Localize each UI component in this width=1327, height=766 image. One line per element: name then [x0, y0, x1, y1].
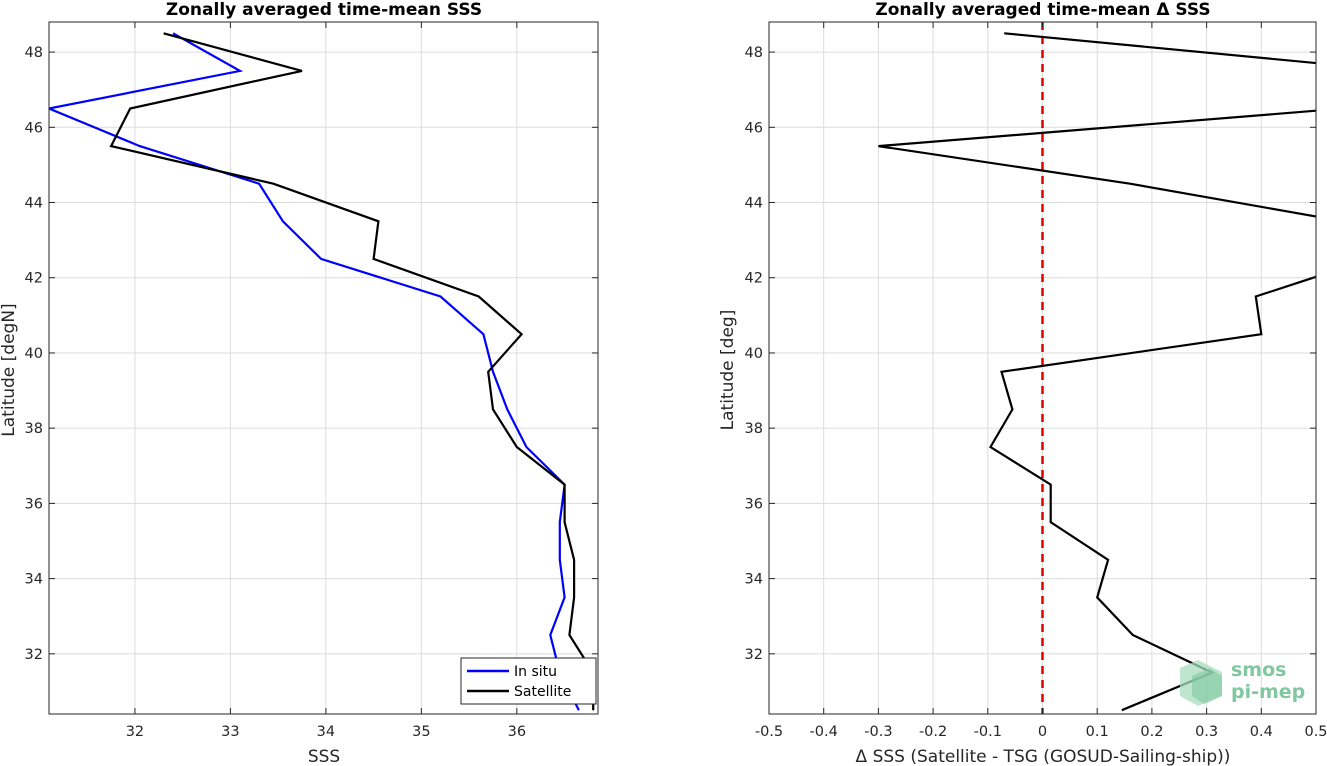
right-y-tick-label: 32: [745, 647, 763, 663]
left-x-tick-label: 32: [126, 724, 144, 740]
right-x-tick-label: -0.2: [919, 724, 947, 740]
right-x-tick-label: 0.5: [1304, 724, 1327, 740]
smos-pi-mep-logo: smos pi-mep: [1180, 659, 1305, 706]
logo-text-smos: smos: [1231, 659, 1286, 681]
right-y-tick-label: 36: [745, 496, 763, 512]
left-y-tick-label: 36: [25, 496, 43, 512]
left-chart-title: Zonally averaged time-mean SSS: [166, 0, 482, 20]
right-chart-title: Zonally averaged time-mean Δ SSS: [875, 0, 1210, 20]
legend: In situ Satellite: [460, 657, 597, 705]
left-x-axis-label: SSS: [308, 747, 340, 766]
logo-mark-inner: [1192, 668, 1222, 704]
right-x-axis-label: Δ SSS (Satellite - TSG (GOSUD-Sailing-sh…: [856, 747, 1231, 766]
right-y-axis-label: Latitude [deg]: [718, 310, 738, 431]
left-y-tick-label: 42: [25, 271, 43, 287]
right-y-tick-label: 40: [745, 346, 763, 362]
left-y-tick-label: 44: [25, 196, 43, 212]
legend-box: [460, 657, 597, 705]
left-series-line-in-situ: [49, 32, 580, 711]
left-x-tick-label: 33: [221, 724, 239, 740]
right-x-tick-label: -0.5: [755, 724, 783, 740]
left-y-tick-label: 48: [25, 45, 43, 61]
right-y-tick-label: 42: [745, 271, 763, 287]
right-y-tick-label: 34: [745, 572, 763, 588]
right-x-tick-label: -0.3: [864, 724, 892, 740]
right-x-tick-label: 0.4: [1250, 724, 1273, 740]
left-x-tick-label: 36: [508, 724, 526, 740]
left-y-tick-label: 38: [25, 421, 43, 437]
left-x-tick-label: 34: [317, 724, 335, 740]
left-y-axis-label: Latitude [degN]: [0, 303, 19, 436]
right-x-tick-label: -0.4: [810, 724, 838, 740]
right-panel: Zonally averaged time-mean Δ SSS Δ SSS (…: [718, 0, 1327, 766]
right-x-tick-label: 0.1: [1086, 724, 1109, 740]
right-y-tick-label: 44: [745, 196, 763, 212]
legend-label-satellite: Satellite: [514, 684, 571, 700]
right-y-tick-label: 38: [745, 421, 763, 437]
left-axes-box: [48, 21, 599, 715]
left-y-tick-label: 40: [25, 346, 43, 362]
right-y-tick-label: 48: [745, 45, 763, 61]
left-y-tick-label: 34: [25, 572, 43, 588]
right-x-tick-label: 0.2: [1140, 724, 1163, 740]
logo-text-pi-mep: pi-mep: [1231, 681, 1305, 703]
right-x-tick-label: 0: [1038, 724, 1047, 740]
right-x-tick-label: -0.1: [974, 724, 1002, 740]
left-panel: Zonally averaged time-mean SSS SSS Latit…: [0, 0, 599, 766]
right-x-tick-label: 0.3: [1195, 724, 1218, 740]
legend-label-in-situ: In situ: [514, 664, 557, 680]
left-x-tick-label: 35: [412, 724, 430, 740]
right-y-tick-label: 46: [745, 120, 763, 136]
left-y-tick-label: 46: [25, 120, 43, 136]
left-y-tick-label: 32: [25, 647, 43, 663]
left-series-line-satellite: [109, 32, 595, 711]
right-series-line-delta-sss: [878, 32, 1316, 712]
